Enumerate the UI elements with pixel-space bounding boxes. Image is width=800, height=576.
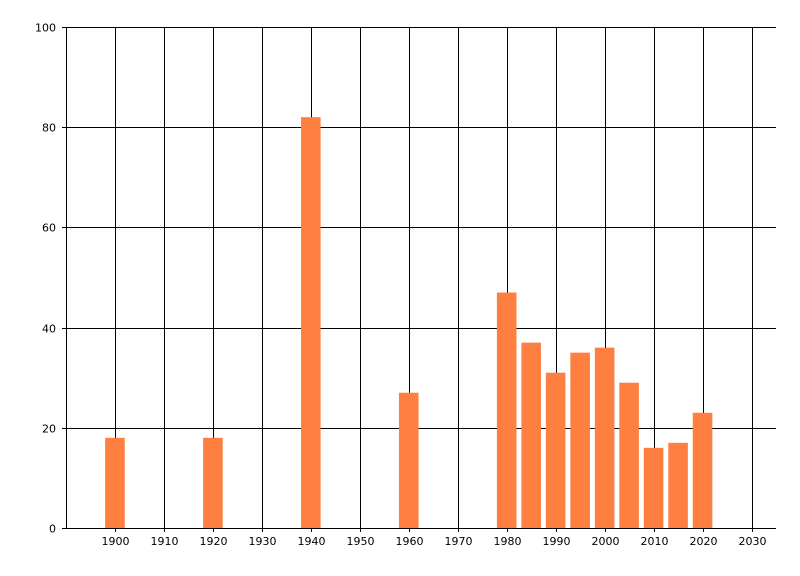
x-tick-label: 1980 bbox=[494, 535, 522, 548]
x-tick-label: 1900 bbox=[102, 535, 130, 548]
bar bbox=[668, 442, 688, 528]
bar bbox=[692, 412, 713, 528]
x-tick-label: 1950 bbox=[347, 535, 375, 548]
bar bbox=[643, 447, 664, 528]
grid bbox=[62, 27, 776, 532]
x-tick-labels: 1900 1910 1920 1930 1940 1950 1960 1970 1980 1990… bbox=[102, 535, 767, 548]
axes bbox=[66, 27, 776, 529]
x-tick-label: 2020 bbox=[690, 535, 718, 548]
y-tick-label: 0 bbox=[49, 523, 56, 536]
x-tick-label: 1920 bbox=[200, 535, 228, 548]
x-tick-label: 2010 bbox=[641, 535, 669, 548]
x-tick-label: 1930 bbox=[249, 535, 277, 548]
bar bbox=[301, 117, 321, 529]
x-tick-label: 2030 bbox=[739, 535, 767, 548]
bar bbox=[496, 292, 517, 528]
x-tick-label: 2000 bbox=[592, 535, 620, 548]
bar bbox=[570, 352, 590, 528]
bar bbox=[545, 372, 566, 528]
y-tick-label: 100 bbox=[35, 22, 56, 35]
bar bbox=[105, 437, 125, 528]
y-tick-label: 80 bbox=[42, 122, 56, 135]
y-tick-label: 60 bbox=[42, 222, 56, 235]
bars bbox=[105, 117, 713, 529]
y-tick-label: 20 bbox=[42, 423, 56, 436]
bar bbox=[203, 437, 223, 528]
bar bbox=[594, 347, 615, 528]
bar bbox=[521, 342, 541, 528]
x-tick-label: 1960 bbox=[396, 535, 424, 548]
bar bbox=[398, 392, 419, 528]
x-tick-label: 1990 bbox=[543, 535, 571, 548]
x-tick-label: 1940 bbox=[298, 535, 326, 548]
x-tick-label: 1910 bbox=[151, 535, 179, 548]
bar bbox=[619, 382, 639, 528]
x-tick-label: 1970 bbox=[445, 535, 473, 548]
y-tick-labels: 0 20 40 60 80 100 bbox=[35, 22, 56, 536]
y-tick-label: 40 bbox=[42, 323, 56, 336]
